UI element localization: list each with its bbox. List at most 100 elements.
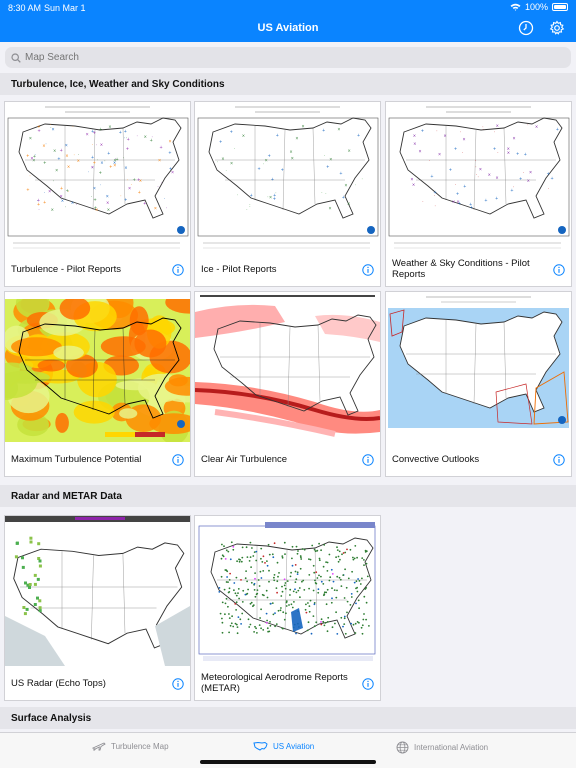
info-icon[interactable] bbox=[362, 678, 374, 690]
tab-label: US Aviation bbox=[273, 741, 315, 751]
info-icon[interactable] bbox=[172, 454, 184, 466]
map-thumbnail bbox=[5, 516, 190, 666]
svg-text:×: × bbox=[65, 153, 68, 158]
svg-text:+: + bbox=[37, 128, 40, 133]
svg-text:·: · bbox=[324, 153, 325, 158]
svg-text:+: + bbox=[115, 157, 118, 162]
svg-text:+: + bbox=[137, 177, 140, 182]
svg-text:+: + bbox=[510, 187, 513, 192]
svg-text:+: + bbox=[271, 177, 274, 182]
map-card[interactable]: + × · + × · + × · + × · + × · + × · + × · + × · + × · + × · + × · + × · + × · +… bbox=[385, 101, 572, 287]
search-input[interactable] bbox=[25, 52, 525, 63]
svg-text:·: · bbox=[91, 194, 92, 199]
svg-text:·: · bbox=[483, 127, 484, 132]
svg-text:×: × bbox=[158, 158, 161, 163]
svg-text:+: + bbox=[454, 146, 457, 151]
svg-text:·: · bbox=[513, 184, 514, 189]
svg-text:×: × bbox=[139, 178, 142, 183]
svg-text:×: × bbox=[221, 156, 224, 161]
svg-text:×: × bbox=[265, 158, 268, 163]
card-label: Maximum Turbulence Potential bbox=[11, 453, 142, 465]
svg-text:+: + bbox=[159, 145, 162, 150]
tab-international-aviation[interactable]: International Aviation bbox=[396, 741, 488, 754]
info-icon[interactable] bbox=[362, 454, 374, 466]
map-card[interactable]: + × · + × · + × · + × · + × · + × · + × · + × · + × · + × · + × · + × · + × · +… bbox=[4, 101, 191, 287]
svg-text:×: × bbox=[410, 176, 413, 181]
svg-text:×: × bbox=[154, 205, 157, 210]
home-indicator bbox=[200, 760, 376, 764]
svg-text:·: · bbox=[217, 160, 218, 165]
top-bar: 8:30 AM Sun Mar 1 100% US Aviation bbox=[0, 0, 576, 42]
map-card[interactable]: Clear Air Turbulence bbox=[194, 291, 381, 477]
gear-icon[interactable] bbox=[549, 20, 565, 36]
svg-text:·: · bbox=[78, 152, 79, 157]
svg-text:+: + bbox=[93, 160, 96, 165]
svg-text:×: × bbox=[29, 135, 32, 140]
svg-text:+: + bbox=[469, 201, 472, 206]
info-icon[interactable] bbox=[172, 264, 184, 276]
svg-text:+: + bbox=[273, 193, 276, 198]
svg-text:·: · bbox=[362, 176, 363, 181]
tab-turbulence-map[interactable]: Turbulence Map bbox=[92, 741, 169, 751]
svg-text:·: · bbox=[497, 150, 498, 155]
tab-us-aviation[interactable]: US Aviation bbox=[253, 741, 314, 751]
card-label: Convective Outlooks bbox=[392, 453, 480, 465]
map-card[interactable]: Meteorological Aerodrome Reports (METAR) bbox=[194, 515, 381, 701]
svg-text:×: × bbox=[291, 156, 294, 161]
globe-icon bbox=[396, 741, 409, 754]
svg-text:×: × bbox=[71, 200, 74, 205]
info-icon[interactable] bbox=[172, 678, 184, 690]
svg-text:+: + bbox=[143, 201, 146, 206]
svg-text:×: × bbox=[507, 146, 510, 151]
svg-text:×: × bbox=[144, 134, 147, 139]
clock-icon[interactable] bbox=[518, 20, 534, 36]
svg-text:×: × bbox=[242, 133, 245, 138]
map-thumbnail bbox=[195, 292, 380, 442]
svg-text:+: + bbox=[91, 129, 94, 134]
card-label: Ice - Pilot Reports bbox=[201, 263, 277, 275]
svg-text:·: · bbox=[478, 175, 479, 180]
svg-text:×: × bbox=[65, 142, 68, 147]
map-preview: + × · + × · + × · + × · + × · + × · + × · + × · + × · + × · + × · + × · + × · +… bbox=[195, 102, 380, 252]
svg-text:×: × bbox=[337, 127, 340, 132]
map-thumbnail: +×·+×·+×·+×·+×·+×·+×·+×·+×·+×·+×·+×·+×·+… bbox=[386, 102, 571, 252]
svg-text:+: + bbox=[519, 176, 522, 181]
svg-text:·: · bbox=[234, 146, 235, 151]
map-card[interactable]: US Radar (Echo Tops) bbox=[4, 515, 191, 701]
tab-label: Turbulence Map bbox=[111, 741, 169, 751]
svg-text:+: + bbox=[43, 199, 46, 204]
svg-text:+: + bbox=[37, 124, 40, 129]
svg-text:·: · bbox=[482, 125, 483, 130]
svg-text:×: × bbox=[51, 126, 54, 131]
search-bar[interactable] bbox=[5, 47, 571, 68]
svg-text:+: + bbox=[126, 146, 129, 151]
svg-text:·: · bbox=[249, 202, 250, 207]
svg-text:·: · bbox=[436, 129, 437, 134]
section-header-surface: Surface Analysis bbox=[0, 707, 576, 729]
svg-text:×: × bbox=[495, 175, 498, 180]
map-card[interactable]: + × · + × · + × · + × · + × · + × · + × · + × · + × · + × · + × · + × · + × · +… bbox=[194, 101, 381, 287]
svg-text:·: · bbox=[50, 125, 51, 130]
svg-text:·: · bbox=[548, 186, 549, 191]
svg-text:×: × bbox=[100, 142, 103, 147]
svg-text:·: · bbox=[137, 133, 138, 138]
card-label: Turbulence - Pilot Reports bbox=[11, 263, 122, 275]
svg-text:×: × bbox=[61, 198, 64, 203]
wifi-icon bbox=[510, 3, 521, 11]
svg-text:+: + bbox=[516, 151, 519, 156]
map-card[interactable]: Maximum Turbulence Potential bbox=[4, 291, 191, 477]
status-right: 100% bbox=[510, 2, 568, 12]
svg-text:×: × bbox=[77, 158, 80, 163]
info-icon[interactable] bbox=[553, 454, 565, 466]
status-date: Sun Mar 1 bbox=[44, 3, 86, 13]
svg-text:·: · bbox=[527, 122, 528, 127]
svg-text:·: · bbox=[321, 190, 322, 195]
info-icon[interactable] bbox=[362, 264, 374, 276]
map-card[interactable]: Convective Outlooks bbox=[385, 291, 572, 477]
svg-text:+: + bbox=[230, 129, 233, 134]
svg-text:×: × bbox=[106, 200, 109, 205]
svg-text:×: × bbox=[527, 178, 530, 183]
info-icon[interactable] bbox=[553, 264, 565, 276]
section-header-turbulence: Turbulence, Ice, Weather and Sky Conditi… bbox=[0, 73, 576, 95]
svg-text:+: + bbox=[357, 133, 360, 138]
